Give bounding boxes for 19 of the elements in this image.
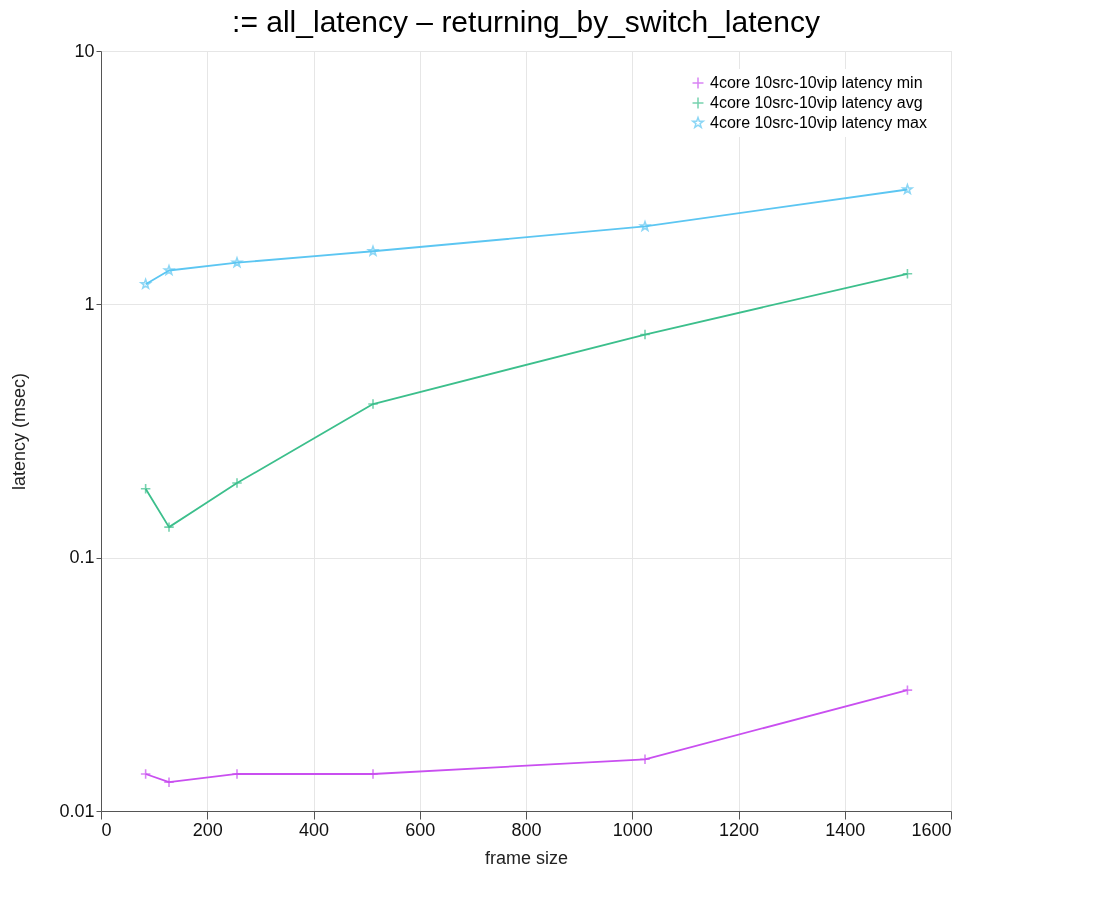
legend-label: 4core 10src-10vip latency avg <box>710 94 923 111</box>
y-tick-label: 1 <box>84 293 95 314</box>
x-tick-label: 1200 <box>718 819 760 840</box>
x-tick-label: 200 <box>192 819 223 840</box>
x-axis-title: frame size <box>484 847 569 868</box>
x-tick-label: 1600 <box>911 819 952 840</box>
x-tick-label: 600 <box>405 819 436 840</box>
x-tick-label: 1400 <box>825 819 866 840</box>
legend-label: 4core 10src-10vip latency max <box>710 114 927 131</box>
y-axis-title: latency (msec) <box>9 372 30 491</box>
y-tick-label: 0.01 <box>59 800 95 821</box>
x-tick-label: 1000 <box>612 819 653 840</box>
x-tick-label: 800 <box>511 819 542 840</box>
x-tick-label: 400 <box>298 819 330 840</box>
chart-title: := all_latency – returning_by_switch_latency <box>232 5 820 38</box>
y-tick-label: 0.1 <box>69 547 95 568</box>
x-tick-label: 0 <box>101 819 112 840</box>
legend-label: 4core 10src-10vip latency min <box>710 74 923 91</box>
y-tick-label: 10 <box>74 40 95 61</box>
